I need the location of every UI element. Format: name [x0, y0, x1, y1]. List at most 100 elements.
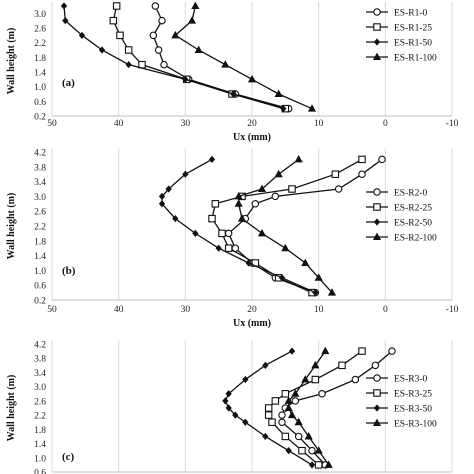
panel-2-ytick-label: 3.8 — [34, 355, 46, 365]
panel-2-series-1-point — [271, 397, 280, 405]
panel-1-xtick-label: 0 — [383, 305, 388, 315]
panel-2-series-3-point — [294, 417, 303, 426]
panel-1-series-3-point — [237, 214, 247, 222]
panel-2-series-2-point — [242, 418, 249, 426]
panel-1-legend-label: ES-R2-100 — [394, 234, 437, 244]
panel-0-series-3-point — [221, 60, 230, 68]
panel-1-series-2-point — [208, 155, 216, 164]
panel-2-legend: ES-R3-0 ES-R3-25 ES-R3-50 ES-R3-100 — [366, 374, 437, 430]
panel-1-series-1-point — [218, 229, 226, 238]
panel-1-legend-swatch-marker — [373, 218, 381, 226]
panel-2-ytick-label: 3.0 — [34, 383, 46, 393]
panel-2-series-0-point — [388, 347, 396, 355]
panel-2-series-3-point — [284, 396, 293, 404]
panel-1-series-2-point — [192, 229, 199, 238]
panel-1-series-0-point — [271, 192, 280, 201]
panel-0-series-0-point — [151, 2, 160, 10]
panel-1-legend-label: ES-R2-0 — [394, 189, 428, 199]
panel-0-ytick-label: 1.4 — [34, 69, 46, 79]
panel-0-series-2-point — [60, 2, 68, 10]
panel-1-ylabel: Wall height (m) — [6, 193, 17, 260]
panel-1-series-1-point — [288, 185, 296, 193]
panel-2-ytick-label: 2.2 — [34, 412, 46, 422]
panel-1-series-2-point — [158, 192, 166, 201]
panel-0-legend-label: ES-R1-0 — [394, 9, 428, 19]
panel-2-series-1-point — [338, 361, 346, 370]
panel-0-series-2-point — [280, 105, 287, 113]
panel-1-ytick-label: 4.2 — [34, 149, 46, 159]
panel-1-series-2-point — [312, 288, 319, 297]
panel-1-series-3-point — [257, 228, 267, 237]
panel-2-series-2-point — [262, 432, 269, 441]
panel-0-ytick-label: 1.8 — [34, 54, 46, 64]
panel-1-legend-label: ES-R2-50 — [394, 219, 432, 229]
panel-0-series-3-line — [174, 5, 313, 110]
panel-1-xtick-label: 10 — [314, 305, 324, 315]
panel-0-series-0-point — [160, 60, 168, 69]
panel-2-series-2-point — [308, 461, 316, 469]
panel-0-xtick-label: 30 — [181, 119, 191, 129]
panel-2-series-3-point — [324, 460, 333, 468]
panel-0-series-group — [60, 1, 317, 113]
panel-2-series-0-point — [291, 397, 300, 405]
panel-0-legend: ES-R1-0 ES-R1-25 ES-R1-50 ES-R1-100 — [366, 8, 437, 64]
panel-1-ytick-label: 1.8 — [34, 237, 46, 247]
panel-2-series-3-point — [291, 389, 300, 397]
panel-0-series-1-point — [116, 31, 124, 40]
panel-2-series-3-point — [304, 432, 313, 440]
panel-2-series-1-point — [281, 390, 290, 398]
panel-0-ytick-label: 2.2 — [34, 39, 46, 49]
panel-1: 0.2 0.6 1.0 1.4 1.8 2.2 2.6 3.0 3.4 3.8 4.2 50 40 30 2… — [6, 148, 459, 329]
panel-2-series-0-point — [351, 375, 360, 384]
panel-0-legend-label: ES-R1-100 — [394, 54, 437, 64]
panel-1-series-3-point — [294, 154, 303, 163]
panel-2-series-0-point — [278, 418, 286, 426]
panel-0-series-1-point — [112, 2, 121, 10]
panel-2-series-2-point — [262, 361, 269, 369]
panel-2-ytick-label: 1.8 — [34, 426, 46, 436]
panel-1-series-3-point — [314, 273, 323, 281]
panel-1-label: (b) — [62, 265, 76, 277]
panel-1-xtick-label: -10 — [446, 305, 459, 315]
panel-2: 0.6 1.0 1.4 1.8 2.2 2.6 3.0 3.4 3.8 4.2 Wall heigh… — [6, 340, 453, 474]
panel-0-series-3-point — [307, 104, 317, 112]
panel-1-ytick-label: 0.2 — [34, 297, 46, 307]
panel-1-series-3-point — [234, 199, 243, 207]
panel-1-series-0-point — [251, 200, 260, 208]
panel-2-legend-label: ES-R3-50 — [394, 405, 432, 415]
panel-2-ytick-label: 4.2 — [34, 341, 46, 351]
panel-0-ytick-label: 0.2 — [34, 113, 46, 123]
panel-2-legend-swatch-marker — [372, 418, 382, 427]
panel-2-series-1-point — [281, 432, 290, 441]
panel-0-series-1-line — [112, 5, 286, 110]
panel-2-legend-swatch-marker — [373, 374, 381, 382]
panel-2-legend-label: ES-R3-100 — [394, 420, 437, 430]
panel-0-ytick-label: 1.0 — [34, 83, 46, 93]
panel-2-series-0-point — [318, 390, 326, 398]
panel-0-xtick-label: 20 — [247, 119, 257, 129]
panel-1-series-1-point — [358, 155, 366, 164]
panel-1-series-group — [158, 154, 386, 297]
panel-2-series-1-point — [298, 446, 306, 455]
panel-0-legend-swatch-marker — [373, 23, 381, 31]
panel-0-series-0-point — [149, 31, 158, 40]
panel-1-series-0-point — [358, 170, 366, 178]
panel-0-series-2-point — [78, 31, 86, 39]
panel-2-ytick-label: 1.0 — [34, 454, 46, 464]
panel-2-series-group — [222, 346, 396, 469]
panel-0-series-0-point — [158, 16, 166, 25]
panel-2-series-2-point — [222, 397, 229, 405]
panel-1-xtick-label: 20 — [247, 305, 257, 315]
panel-1-series-3-point — [234, 191, 243, 200]
panel-0-series-1-point — [124, 46, 133, 54]
panel-1-ytick-label: 3.0 — [34, 193, 46, 203]
panel-2-ytick-label: 0.6 — [34, 469, 46, 474]
panel-1-series-1-point — [331, 170, 340, 178]
panel-0-series-3-point — [171, 30, 180, 39]
panel-0-xtick-label: 10 — [314, 119, 324, 129]
panel-2-series-1-point — [311, 375, 320, 384]
panel-2-series-1-point — [358, 347, 366, 355]
panel-1-ytick-label: 0.6 — [34, 282, 46, 292]
panel-2-ylabel: Wall height (m) — [6, 375, 17, 442]
